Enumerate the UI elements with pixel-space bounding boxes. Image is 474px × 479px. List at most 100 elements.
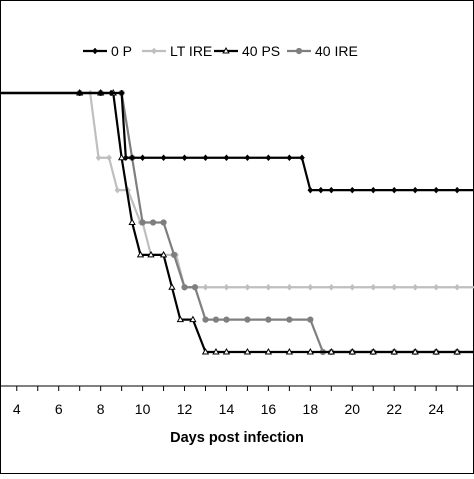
data-point xyxy=(244,154,251,162)
data-point xyxy=(160,154,167,162)
data-point xyxy=(117,153,126,161)
data-point xyxy=(307,186,314,194)
legend-label: 0 P xyxy=(111,43,132,59)
data-point xyxy=(222,46,230,54)
x-axis-title: Days post infection xyxy=(170,430,304,446)
data-point xyxy=(369,347,377,355)
data-point xyxy=(317,186,324,194)
data-point xyxy=(223,316,230,323)
data-point xyxy=(265,283,272,291)
data-point xyxy=(97,89,104,97)
data-point xyxy=(189,315,197,323)
data-point xyxy=(202,283,209,291)
data-point xyxy=(286,283,293,291)
data-point xyxy=(181,154,188,162)
data-point xyxy=(412,186,419,194)
legend-label: 40 IRE xyxy=(315,43,358,59)
data-point xyxy=(433,186,440,194)
data-point xyxy=(264,347,273,355)
data-point xyxy=(295,47,303,55)
legend-item: LT IRE xyxy=(142,43,212,59)
x-tick-label: 18 xyxy=(303,401,319,417)
series-40-ps xyxy=(0,88,474,355)
data-point xyxy=(432,347,440,355)
data-point xyxy=(114,186,121,194)
data-point xyxy=(244,283,251,291)
data-point xyxy=(139,219,146,226)
data-point xyxy=(348,347,356,355)
data-point xyxy=(222,347,231,355)
data-point xyxy=(244,316,251,323)
data-point xyxy=(223,154,230,162)
data-point xyxy=(170,251,178,258)
data-point xyxy=(223,283,230,291)
data-point xyxy=(286,154,293,162)
data-point xyxy=(454,186,461,194)
data-point xyxy=(391,186,398,194)
x-tick-label: 16 xyxy=(261,401,277,417)
data-point xyxy=(286,316,293,323)
data-point xyxy=(191,284,199,291)
data-point xyxy=(118,89,125,97)
data-point xyxy=(160,219,167,226)
data-point xyxy=(285,347,294,355)
data-point xyxy=(106,154,112,162)
data-point xyxy=(108,89,115,97)
data-point xyxy=(307,316,314,323)
data-point xyxy=(212,316,220,323)
data-point xyxy=(243,347,252,355)
data-point xyxy=(328,283,335,291)
data-point xyxy=(151,47,157,55)
x-tick-label: 24 xyxy=(428,401,444,417)
legend-label: 40 PS xyxy=(242,43,280,59)
data-point xyxy=(306,347,314,355)
data-point xyxy=(122,154,129,162)
data-point xyxy=(168,283,176,290)
data-point xyxy=(159,250,168,258)
data-point xyxy=(136,250,145,258)
x-tick-label: 12 xyxy=(177,401,193,417)
series-0-p xyxy=(0,89,474,194)
x-axis: 4 6 8 10 12 14 16 18 20 22 24 xyxy=(0,385,474,417)
data-point xyxy=(202,316,209,323)
legend-item: 40 PS xyxy=(214,43,280,59)
data-point xyxy=(95,154,102,162)
legend: 0 P LT IRE 40 PS 40 IRE xyxy=(83,43,358,59)
data-point xyxy=(265,154,272,162)
x-tick-label: 8 xyxy=(97,401,105,417)
data-point xyxy=(149,219,157,226)
data-point xyxy=(181,284,188,291)
data-point xyxy=(265,316,272,323)
data-point xyxy=(370,283,377,291)
data-point xyxy=(307,283,314,291)
legend-item: 0 P xyxy=(83,43,132,59)
data-point xyxy=(92,47,98,55)
x-tick-label: 10 xyxy=(135,401,151,417)
x-tick-label: 4 xyxy=(13,401,21,417)
data-point xyxy=(453,347,461,355)
data-point xyxy=(128,218,136,225)
series-line xyxy=(0,91,474,192)
data-point xyxy=(201,347,210,355)
data-point xyxy=(411,347,419,355)
series-line xyxy=(0,91,474,289)
x-tick-label: 22 xyxy=(386,401,402,417)
x-tick-label: 20 xyxy=(344,401,360,417)
data-point xyxy=(454,283,461,291)
plot-area xyxy=(0,88,474,356)
data-point xyxy=(391,283,398,291)
data-point xyxy=(76,89,83,97)
data-point xyxy=(433,283,440,291)
data-point xyxy=(299,154,305,162)
data-point xyxy=(212,347,220,355)
data-point xyxy=(349,186,356,194)
data-point xyxy=(390,347,398,355)
data-point xyxy=(412,283,419,291)
x-tick-label: 6 xyxy=(55,401,63,417)
data-point xyxy=(129,154,136,162)
legend-item: 40 IRE xyxy=(287,43,358,59)
data-point xyxy=(327,347,335,355)
